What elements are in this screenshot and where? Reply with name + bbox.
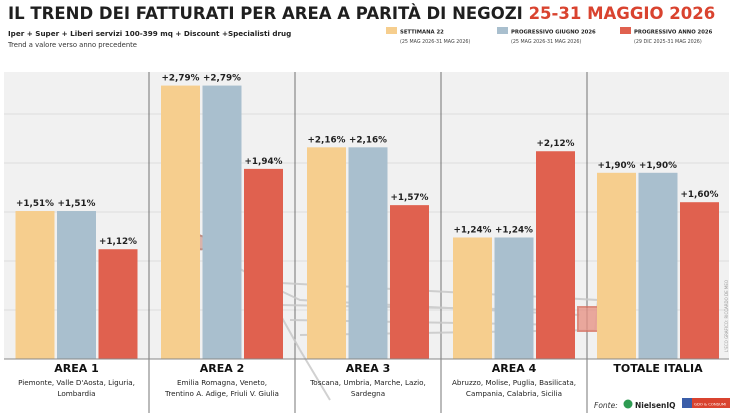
- bar: [202, 85, 242, 359]
- chart-title: IL TREND DEI FATTURATI PER AREA A PARITÀ…: [8, 4, 715, 23]
- plot-area: +1,51% +1,51% +1,12% +2,79% +2,79% +1,94% +2,1…: [4, 72, 729, 413]
- category-regions: Trentino A. Adige, Friuli V. Giulia: [164, 389, 279, 398]
- trend-note: Trend a valore verso anno precedente: [7, 41, 137, 49]
- legend-sublabel: (25 MAG 2026-31 MAG 2026): [400, 39, 470, 45]
- legend-label: SETTIMANA 22: [400, 30, 444, 36]
- data-label: +2,12%: [537, 139, 575, 149]
- data-label: +2,79%: [203, 74, 241, 84]
- bar: [680, 202, 719, 359]
- bar: [390, 205, 429, 359]
- data-label: +2,79%: [162, 74, 200, 84]
- category-regions: Campania, Calabria, Sicilia: [466, 389, 562, 398]
- category-label: TOTALE ITALIA: [613, 362, 703, 375]
- bar: [453, 237, 492, 359]
- category-label: AREA 4: [492, 362, 537, 375]
- legend-sublabel: (29 DIC 2025-31 MAG 2026): [634, 39, 702, 45]
- category-regions: Toscana, Umbria, Marche, Lazio,: [309, 378, 426, 387]
- legend: SETTIMANA 22 (25 MAG 2026-31 MAG 2026) PRO…: [386, 27, 713, 45]
- bar: [161, 85, 200, 359]
- data-label: +1,90%: [639, 161, 677, 171]
- data-label: +2,16%: [349, 135, 387, 145]
- title-dates: 25-31 MAGGIO 2026: [529, 4, 716, 23]
- bar: [536, 151, 575, 359]
- legend-swatch: [620, 27, 631, 34]
- bar: [244, 168, 283, 359]
- category-label: AREA 1: [54, 362, 99, 375]
- bar: [638, 172, 678, 359]
- group-dividers: [148, 72, 588, 413]
- subtitle: Iper + Super + Liberi servizi 100-399 mq…: [8, 29, 291, 38]
- category-regions: Sardegna: [351, 389, 385, 398]
- credit: L'ECO GRAFICO: RICCARDO DE MEO: [724, 280, 729, 352]
- bar: [98, 249, 138, 359]
- category-labels: AREA 1 Piemonte, Valle D'Aosta, Liguria, L…: [18, 362, 703, 398]
- bar: [597, 172, 636, 359]
- value-labels: +1,51% +1,51% +1,12% +2,79% +2,79% +1,94% +2,1…: [16, 74, 719, 248]
- data-label: +1,57%: [391, 193, 429, 203]
- legend-sublabel: (25 MAG 2026-31 MAG 2026): [511, 39, 581, 45]
- data-label: +1,51%: [58, 199, 96, 209]
- gdo-logo-box: [692, 398, 730, 408]
- data-label: +1,60%: [681, 190, 719, 200]
- data-label: +1,51%: [16, 199, 54, 209]
- data-label: +1,94%: [245, 157, 283, 167]
- legend-swatch: [386, 27, 397, 34]
- category-regions: Piemonte, Valle D'Aosta, Liguria,: [18, 378, 135, 387]
- legend-label: PROGRESSIVO GIUGNO 2026: [511, 30, 596, 36]
- data-label: +1,24%: [454, 225, 492, 235]
- data-label: +1,90%: [598, 161, 636, 171]
- data-label: +2,16%: [308, 135, 346, 145]
- source-label: Fonte:: [594, 401, 618, 410]
- title-main: IL TREND DEI FATTURATI PER AREA A PARITÀ…: [8, 4, 529, 23]
- category-regions: Abruzzo, Molise, Puglia, Basilicata,: [452, 378, 576, 387]
- bars: [15, 85, 719, 359]
- bar: [15, 211, 55, 359]
- legend-label: PROGRESSIVO ANNO 2026: [634, 30, 713, 36]
- legend-swatch: [497, 27, 508, 34]
- source: Fonte: NielsenIQ GDO & CONSUMI: [594, 398, 730, 410]
- gdo-logo-icon: [682, 398, 692, 408]
- nielseniq-logo-text: NielsenIQ: [635, 401, 676, 410]
- bar: [307, 147, 346, 359]
- category-regions: Lombardia: [57, 389, 95, 398]
- bar: [348, 147, 388, 359]
- data-label: +1,24%: [495, 225, 533, 235]
- data-label: +1,12%: [99, 237, 137, 247]
- gdo-logo-text: GDO & CONSUMI: [694, 402, 726, 407]
- category-label: AREA 2: [200, 362, 245, 375]
- category-label: AREA 3: [346, 362, 391, 375]
- category-regions: Emilia Romagna, Veneto,: [177, 378, 267, 387]
- bar: [57, 211, 96, 359]
- nielseniq-logo-icon: [623, 399, 633, 409]
- bar: [494, 237, 534, 359]
